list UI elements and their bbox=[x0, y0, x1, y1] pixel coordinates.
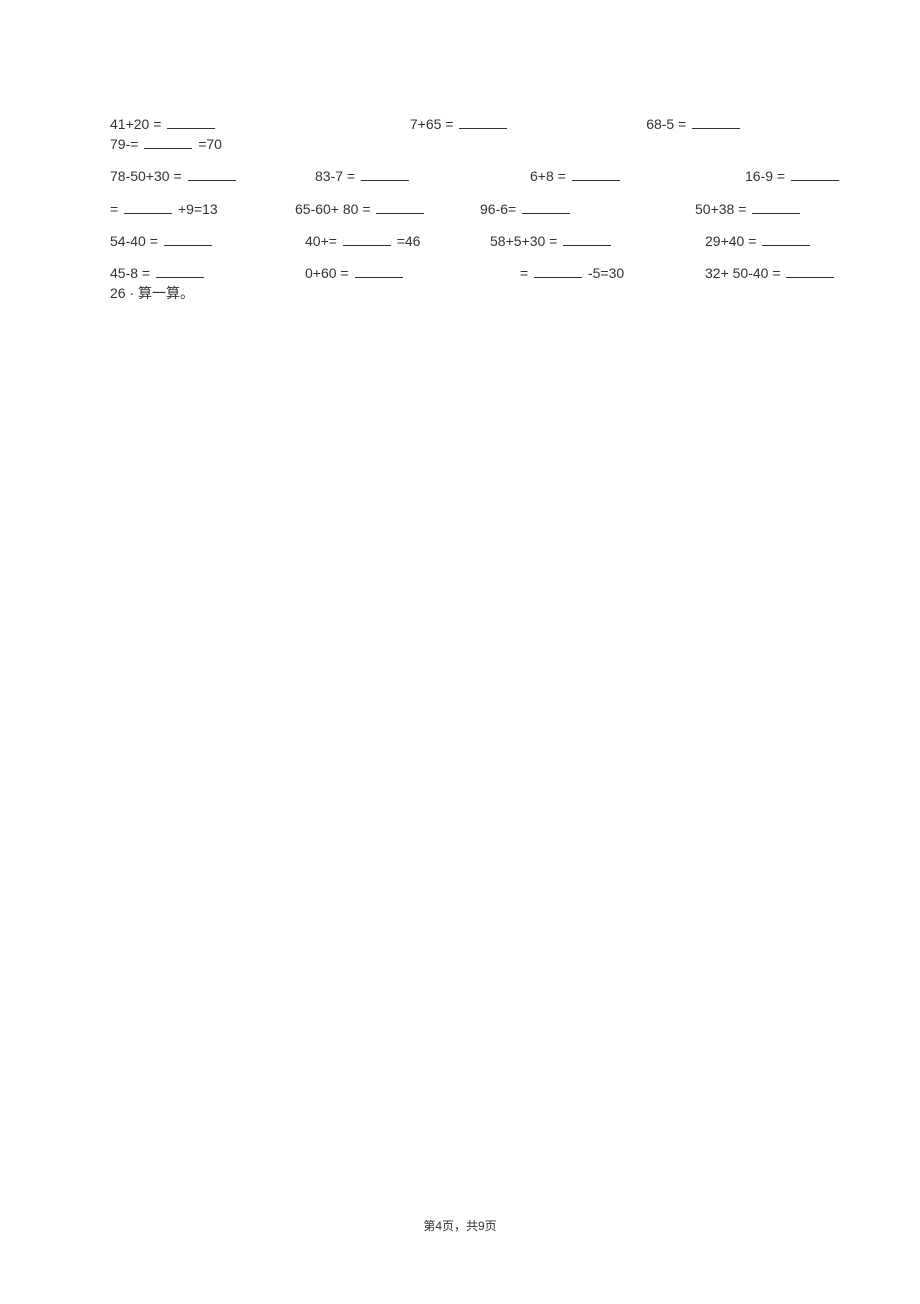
cell-r5-c3: = -5=30 bbox=[480, 264, 695, 282]
blank[interactable] bbox=[786, 265, 834, 278]
expr-post: -5=30 bbox=[588, 265, 624, 281]
cell-r2-c4: 16-9 = bbox=[705, 167, 920, 185]
cell-r1a-c1: 41+20 = bbox=[110, 115, 343, 133]
blank[interactable] bbox=[534, 265, 582, 278]
worksheet-page: 41+20 = 7+65 = 68-5 = 79-= =70 78-50+30 … bbox=[0, 0, 920, 302]
blank[interactable] bbox=[563, 233, 611, 246]
cell-r5-c2: 0+60 = bbox=[285, 264, 480, 282]
blank[interactable] bbox=[188, 168, 236, 181]
blank[interactable] bbox=[164, 233, 212, 246]
blank[interactable] bbox=[762, 233, 810, 246]
cell-r4-c2: 40+= =46 bbox=[285, 232, 480, 250]
row-1b: 79-= =70 bbox=[110, 135, 810, 153]
row-5: 45-8 = 0+60 = = -5=30 32+ 50-40 = bbox=[110, 264, 810, 282]
blank[interactable] bbox=[572, 168, 620, 181]
cell-r2-c3: 6+8 = bbox=[490, 167, 705, 185]
cell-r1b-c1: 79-= =70 bbox=[110, 135, 343, 153]
page-footer: 第4页，共9页 bbox=[0, 1217, 920, 1234]
blank[interactable] bbox=[167, 116, 215, 129]
blank[interactable] bbox=[343, 233, 391, 246]
cell-r3-c2: 65-60+ 80 = bbox=[285, 200, 470, 218]
blank[interactable] bbox=[156, 265, 204, 278]
blank[interactable] bbox=[459, 116, 507, 129]
blank[interactable] bbox=[752, 201, 800, 214]
expr: 58+5+30 = bbox=[490, 233, 557, 249]
expr: 6+8 = bbox=[530, 168, 566, 184]
expr: 83-7 = bbox=[315, 168, 355, 184]
expr: 32+ 50-40 = bbox=[705, 265, 781, 281]
row-1a: 41+20 = 7+65 = 68-5 = bbox=[110, 115, 810, 133]
expr-post: =70 bbox=[198, 136, 222, 152]
cell-r2-c2: 83-7 = bbox=[285, 167, 490, 185]
expr: 41+20 = bbox=[110, 116, 161, 132]
expr-pre: 40+= bbox=[305, 233, 337, 249]
blank[interactable] bbox=[692, 116, 740, 129]
expr: 7+65 = bbox=[410, 116, 454, 132]
cell-r3-c4: 50+38 = bbox=[655, 200, 870, 218]
expr: 65-60+ 80 = bbox=[295, 201, 371, 217]
cell-r1-c2: 7+65 = bbox=[343, 115, 606, 133]
expr: 45-8 = bbox=[110, 265, 150, 281]
expr: 68-5 = bbox=[646, 116, 686, 132]
cell-r5-c4: 32+ 50-40 = bbox=[695, 264, 880, 282]
cell-r4-c4: 29+40 = bbox=[665, 232, 880, 250]
expr-pre: = bbox=[520, 265, 528, 281]
blank[interactable] bbox=[376, 201, 424, 214]
expr: 16-9 = bbox=[745, 168, 785, 184]
expr-pre: 79-= bbox=[110, 136, 138, 152]
expr: 78-50+30 = bbox=[110, 168, 182, 184]
blank[interactable] bbox=[791, 168, 839, 181]
cell-r3-c3: 96-6= bbox=[470, 200, 655, 218]
expr-post: =46 bbox=[397, 233, 421, 249]
blank[interactable] bbox=[355, 265, 403, 278]
blank[interactable] bbox=[361, 168, 409, 181]
cell-r3-c1: = +9=13 bbox=[110, 200, 285, 218]
row-6: 26 · 算一算。 bbox=[110, 284, 810, 302]
cell-r2-c1: 78-50+30 = bbox=[110, 167, 285, 185]
cell-r4-c1: 54-40 = bbox=[110, 232, 285, 250]
expr-post: +9=13 bbox=[178, 201, 218, 217]
blank[interactable] bbox=[144, 136, 192, 149]
row-2: 78-50+30 = 83-7 = 6+8 = 16-9 = bbox=[110, 167, 810, 185]
cell-r5-c1: 45-8 = bbox=[110, 264, 285, 282]
blank[interactable] bbox=[522, 201, 570, 214]
expr-pre: = bbox=[110, 201, 118, 217]
expr: 29+40 = bbox=[705, 233, 756, 249]
blank[interactable] bbox=[124, 201, 172, 214]
expr: 50+38 = bbox=[695, 201, 746, 217]
expr: 96-6= bbox=[480, 201, 516, 217]
row-4: 54-40 = 40+= =46 58+5+30 = 29+40 = bbox=[110, 232, 810, 250]
row-3: = +9=13 65-60+ 80 = 96-6= 50+38 = bbox=[110, 200, 810, 218]
expr: 0+60 = bbox=[305, 265, 349, 281]
cell-r1-c3: 68-5 = bbox=[606, 115, 879, 133]
cell-r4-c3: 58+5+30 = bbox=[480, 232, 665, 250]
section-heading: 26 · 算一算。 bbox=[110, 284, 810, 302]
expr: 54-40 = bbox=[110, 233, 158, 249]
